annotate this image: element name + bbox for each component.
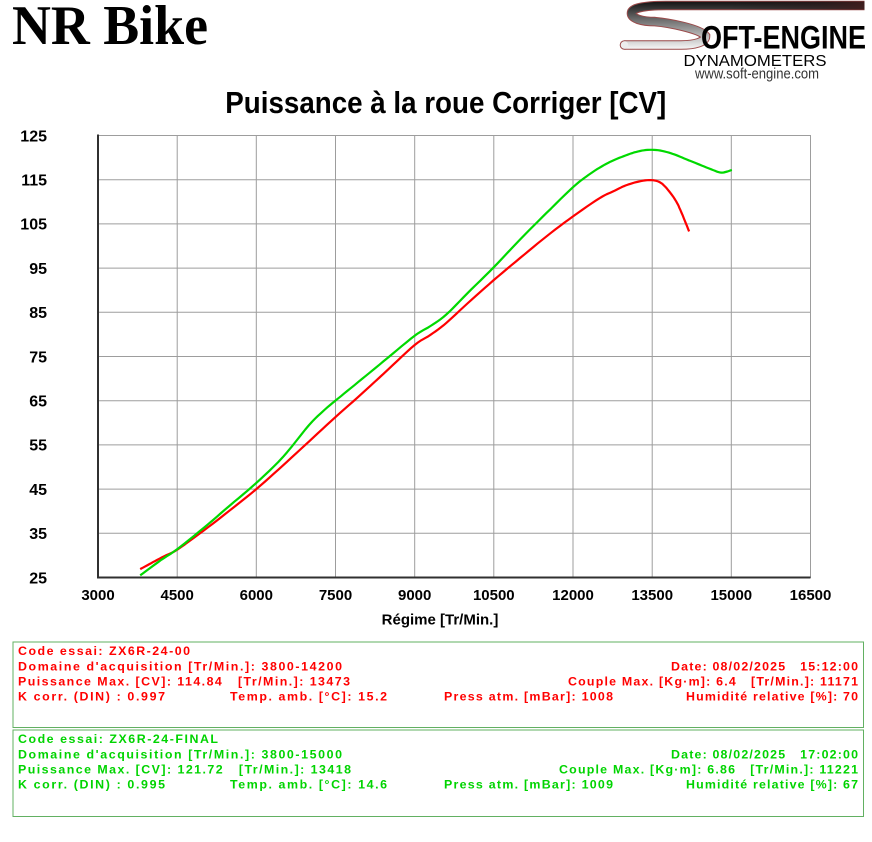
svg-text:7500: 7500 — [319, 587, 352, 604]
svg-text:K corr. (DIN) : 0.997: K corr. (DIN) : 0.997 — [18, 690, 165, 704]
svg-text:Domaine d'acquisition [Tr/Min.: Domaine d'acquisition [Tr/Min.]: 3800-14… — [18, 659, 342, 673]
svg-text:4500: 4500 — [161, 587, 194, 604]
svg-text:Temp. amb. [°C]: 15.2: Temp. amb. [°C]: 15.2 — [230, 690, 387, 704]
svg-text:75: 75 — [29, 349, 47, 366]
svg-text:Puissance Max. [CV]: 121.72: Puissance Max. [CV]: 121.72 [Tr/Min.]: 1… — [18, 763, 351, 777]
svg-text:OFT-ENGINE: OFT-ENGINE — [701, 20, 866, 56]
svg-text:3000: 3000 — [81, 587, 114, 604]
svg-text:13500: 13500 — [631, 587, 673, 604]
svg-text:6000: 6000 — [240, 587, 273, 604]
svg-text:Press atm. [mBar]: 1009: Press atm. [mBar]: 1009 — [444, 778, 613, 792]
svg-text:Code essai: ZX6R-24-FINAL: Code essai: ZX6R-24-FINAL — [18, 732, 218, 746]
svg-text:www.soft-engine.com: www.soft-engine.com — [694, 66, 819, 82]
svg-text:Humidité relative [%]: 70: Humidité relative [%]: 70 — [686, 690, 858, 704]
svg-text:16500: 16500 — [790, 587, 832, 604]
svg-text:NR Bike: NR Bike — [12, 0, 208, 57]
svg-text:DYNAMOMETERS: DYNAMOMETERS — [684, 53, 827, 70]
svg-text:Date: 08/02/2025 15:12:00: Date: 08/02/2025 15:12:00 — [671, 659, 858, 673]
svg-text:9000: 9000 — [398, 587, 431, 604]
svg-text:Date: 08/02/2025 17:02:00: Date: 08/02/2025 17:02:00 — [671, 747, 858, 761]
svg-text:15000: 15000 — [710, 587, 752, 604]
svg-text:Domaine d'acquisition [Tr/Min.: Domaine d'acquisition [Tr/Min.]: 3800-15… — [18, 747, 342, 761]
svg-text:85: 85 — [29, 305, 47, 322]
svg-text:25: 25 — [29, 570, 47, 587]
svg-text:Puissance à la roue Corriger [: Puissance à la roue Corriger [CV] — [225, 85, 666, 120]
svg-text:Couple Max. [Kg·m]: 6.86 [Tr: Couple Max. [Kg·m]: 6.86 [Tr/Min.]: 1122… — [559, 763, 858, 777]
svg-text:10500: 10500 — [473, 587, 515, 604]
svg-text:45: 45 — [29, 482, 47, 499]
svg-text:12000: 12000 — [552, 587, 594, 604]
svg-text:125: 125 — [20, 128, 47, 145]
svg-text:35: 35 — [29, 526, 47, 543]
svg-text:Press atm. [mBar]: 1008: Press atm. [mBar]: 1008 — [444, 690, 613, 704]
svg-text:65: 65 — [29, 394, 47, 411]
svg-text:95: 95 — [29, 261, 47, 278]
svg-text:105: 105 — [20, 217, 47, 234]
svg-text:K corr. (DIN) : 0.995: K corr. (DIN) : 0.995 — [18, 778, 165, 792]
svg-text:Puissance Max. [CV]: 114.84: Puissance Max. [CV]: 114.84 [Tr/Min.]: 1… — [18, 674, 350, 688]
svg-text:Régime [Tr/Min.]: Régime [Tr/Min.] — [382, 612, 499, 629]
svg-text:Code essai: ZX6R-24-00: Code essai: ZX6R-24-00 — [18, 644, 190, 658]
svg-text:Temp. amb. [°C]: 14.6: Temp. amb. [°C]: 14.6 — [230, 778, 387, 792]
svg-text:115: 115 — [21, 173, 47, 190]
svg-text:Humidité relative [%]: 67: Humidité relative [%]: 67 — [686, 778, 858, 792]
svg-text:Couple Max. [Kg·m]: 6.4 [Tr/: Couple Max. [Kg·m]: 6.4 [Tr/Min.]: 11171 — [568, 674, 858, 688]
svg-text:55: 55 — [29, 438, 47, 455]
